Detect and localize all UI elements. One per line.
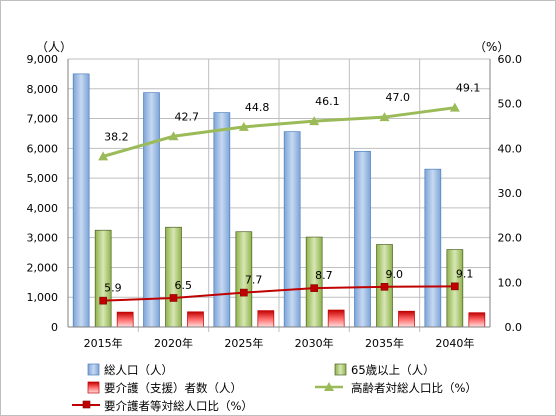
data-label-care-ratio: 7.7 <box>245 274 262 287</box>
marker-care-ratio <box>169 294 178 302</box>
y-left-tick-label: 1,000 <box>27 291 59 304</box>
data-label-care-ratio: 5.9 <box>104 282 122 295</box>
data-label-care-ratio: 9.0 <box>386 268 404 281</box>
legend-marker-care-ratio <box>82 400 91 409</box>
x-tick-label: 2015年 <box>84 336 123 350</box>
y-right-tick-label: 50.0 <box>498 98 523 111</box>
marker-care-ratio <box>310 284 318 292</box>
legend-care-needed: 要介護（支援）者数（人） <box>104 381 242 395</box>
y-right-tick-label: 60.0 <box>498 53 523 66</box>
bar-aged-65 <box>165 226 182 328</box>
bar-care-needed <box>116 311 134 328</box>
x-tick-label: 2025年 <box>224 336 263 350</box>
bar-total-population <box>424 168 442 328</box>
lines <box>98 102 460 305</box>
marker-elderly-ratio <box>309 116 320 126</box>
legend: 総人口（人） 65歳以上（人） 要介護（支援）者数（人） 高齢者対総人口比（%）… <box>72 363 477 413</box>
y-left-tick-label: 3,000 <box>27 232 59 245</box>
y-left-unit: （人） <box>36 40 72 54</box>
x-tick-label: 2020年 <box>154 336 193 350</box>
y-right-tick-label: 10.0 <box>498 276 523 289</box>
marker-elderly-ratio <box>449 102 460 112</box>
bar-care-needed <box>257 310 275 328</box>
y-left-tick-label: 7,000 <box>27 113 59 126</box>
marker-care-ratio <box>240 288 248 297</box>
bar-aged-65 <box>94 229 112 328</box>
line-elderly-ratio <box>102 106 456 158</box>
data-label-care-ratio: 9.1 <box>456 267 474 280</box>
y-left-tick-label: 0 <box>51 321 58 334</box>
data-label-elderly-ratio: 44.8 <box>245 101 269 114</box>
bar-care-needed <box>187 311 204 328</box>
data-labels: 38.2 42.7 44.8 46.1 47.0 49.1 5.9 6.5 7.7 8.7 9.0 9… <box>104 82 480 295</box>
marker-elderly-ratio <box>379 112 390 122</box>
bar-total-population <box>283 131 301 328</box>
data-label-elderly-ratio: 46.1 <box>315 95 340 108</box>
y-right-tick-label: 30.0 <box>498 187 523 200</box>
marker-care-ratio <box>99 296 107 305</box>
bar-total-population <box>354 150 371 328</box>
y-right-tick-label: 0.0 <box>505 321 523 334</box>
bar-care-needed <box>398 310 415 328</box>
data-label-care-ratio: 6.5 <box>175 279 193 292</box>
legend-swatch-care-needed <box>87 381 100 394</box>
y-left-tick-label: 6,000 <box>27 142 59 155</box>
data-label-elderly-ratio: 47.0 <box>386 91 411 104</box>
marker-elderly-ratio <box>238 121 249 131</box>
bars <box>72 73 486 328</box>
x-tick-label: 2040年 <box>435 336 474 350</box>
line-care-ratio <box>103 285 455 302</box>
y-right-unit: （%） <box>474 40 509 54</box>
marker-elderly-ratio <box>168 131 179 141</box>
y-right-tick-label: 40.0 <box>498 142 523 155</box>
x-tick-label: 2035年 <box>365 336 404 350</box>
legend-care-ratio: 要介護者等対総人口比（%） <box>104 399 253 413</box>
axes: 0 1,000 2,000 3,000 4,000 5,000 6,000 7,000 8,00… <box>27 53 523 350</box>
legend-total-population: 総人口（人） <box>104 363 173 377</box>
gridlines <box>68 58 490 332</box>
data-label-elderly-ratio: 38.2 <box>104 130 128 143</box>
y-left-tick-label: 5,000 <box>27 172 59 185</box>
legend-swatch-total-population <box>87 363 100 376</box>
bar-total-population <box>143 92 160 328</box>
data-label-elderly-ratio: 42.7 <box>175 110 200 123</box>
y-right-tick-label: 20.0 <box>498 232 523 245</box>
y-left-tick-label: 8,000 <box>27 83 59 96</box>
y-left-tick-label: 2,000 <box>27 261 59 274</box>
x-tick-label: 2030年 <box>295 336 334 350</box>
legend-marker-elderly-ratio <box>324 382 334 391</box>
data-label-care-ratio: 8.7 <box>315 269 333 282</box>
legend-elderly-ratio: 高齢者対総人口比（%） <box>351 381 477 395</box>
legend-aged-65: 65歳以上（人） <box>351 363 435 377</box>
y-left-tick-label: 4,000 <box>27 202 59 215</box>
marker-care-ratio <box>451 282 459 291</box>
bar-total-population <box>72 73 90 328</box>
y-left-tick-label: 9,000 <box>27 53 59 66</box>
marker-elderly-ratio <box>98 151 109 161</box>
marker-care-ratio <box>380 282 389 291</box>
bar-care-needed <box>468 312 486 328</box>
bar-care-needed <box>327 309 345 328</box>
data-label-elderly-ratio: 49.1 <box>456 82 481 95</box>
legend-swatch-aged-65 <box>334 363 347 376</box>
